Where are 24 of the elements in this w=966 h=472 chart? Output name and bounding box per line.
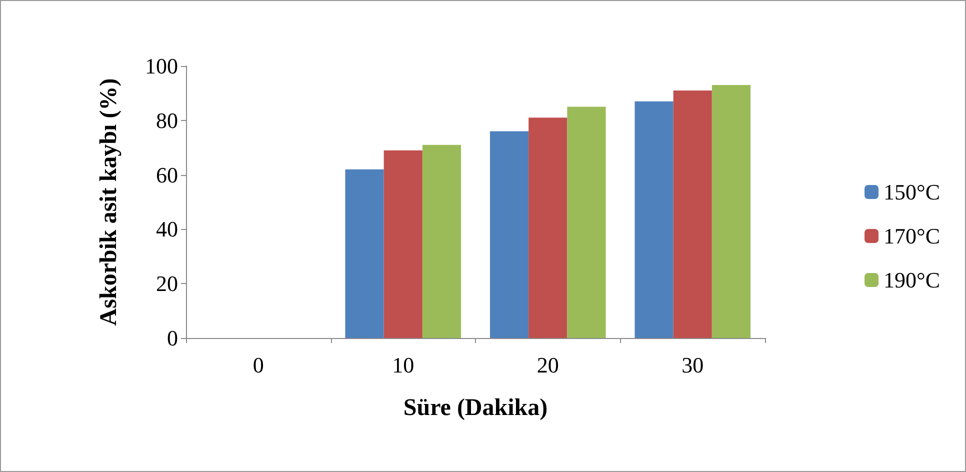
y-tick-label: 0 (167, 326, 178, 350)
bar (345, 169, 384, 338)
bar (528, 118, 568, 338)
x-tick-label: 30 (682, 352, 704, 378)
bar (384, 150, 422, 338)
bar (673, 90, 712, 338)
y-tick-label: 80 (156, 108, 178, 133)
y-tick-label: 40 (156, 216, 178, 242)
y-tick-label: 60 (156, 162, 178, 188)
bar (634, 101, 674, 338)
y-axis-title: Askorbik asit kaybı (%) (96, 78, 122, 326)
x-tick-label: 20 (536, 352, 559, 378)
bar (422, 144, 462, 338)
x-tick-label: 0 (252, 352, 264, 378)
x-axis-title: Süre (Dakika) (403, 395, 548, 421)
legend-label: 150°C (884, 180, 940, 204)
y-tick-label: 100 (145, 54, 178, 78)
bar (490, 131, 529, 338)
legend-label: 170°C (884, 224, 940, 248)
x-tick-label: 10 (392, 352, 414, 378)
y-tick-label: 20 (156, 271, 178, 296)
bar (712, 85, 751, 338)
legend-label: 190°C (884, 268, 940, 292)
bar (567, 106, 606, 338)
